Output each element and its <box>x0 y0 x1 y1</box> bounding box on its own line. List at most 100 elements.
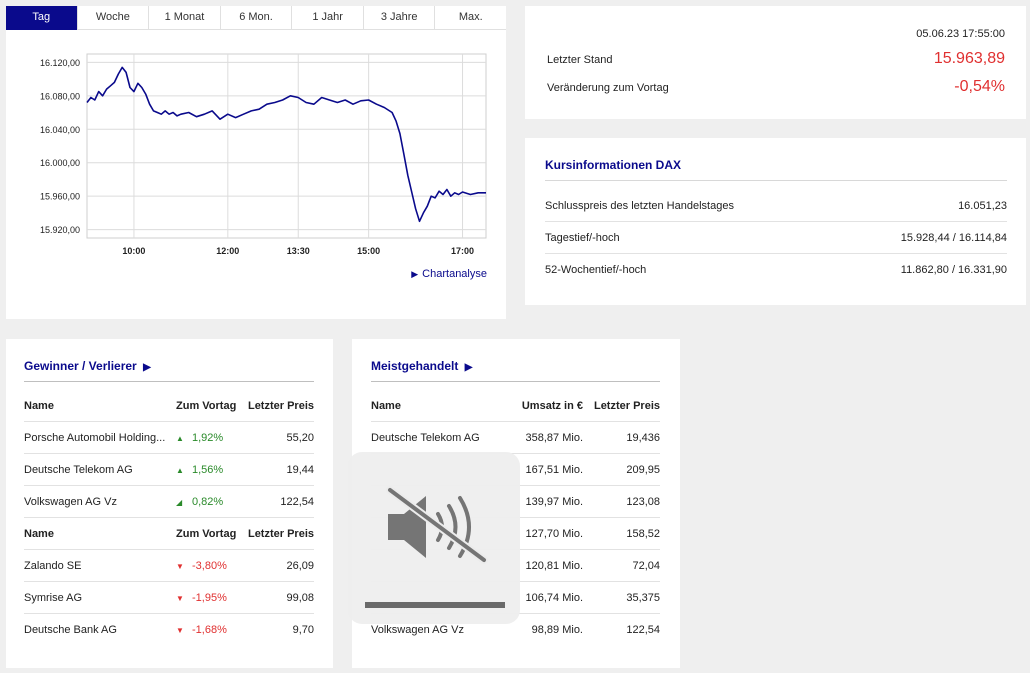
volume-muted-hud <box>348 452 520 624</box>
change-cell: ▲ 1,56% <box>176 464 246 476</box>
change-cell: ◢ 0,82% <box>176 496 246 508</box>
tab-day[interactable]: Tag <box>6 6 78 30</box>
price-value: 35,375 <box>626 591 660 604</box>
info-row-52w-range: 52-Wochentief/-hoch 11.862,80 / 16.331,9… <box>545 254 1007 286</box>
triangle-down-icon: ▼ <box>176 593 184 603</box>
volume-value: 98,89 Mio. <box>531 624 583 636</box>
price-value: 72,04 <box>632 559 660 572</box>
play-triangle-icon: ▶ <box>464 362 473 373</box>
play-triangle-icon: ▶ <box>143 362 151 373</box>
info-value: 11.862,80 / 16.331,90 <box>900 264 1007 276</box>
table-row[interactable]: Deutsche Telekom AG ▲ 1,56% 19,44 <box>24 454 314 486</box>
table-row[interactable]: Deutsche Bank AG ▼ -1,68% 9,70 <box>24 614 314 646</box>
price-value: 158,52 <box>626 527 660 540</box>
arrow-down-right-icon: ◢ <box>176 497 183 507</box>
price-line <box>86 66 486 223</box>
tab-3-years[interactable]: 3 Jahre <box>364 6 436 30</box>
tab-1-year[interactable]: 1 Jahr <box>292 6 364 30</box>
price-value: 209,95 <box>626 463 660 476</box>
change-value: 0,82% <box>192 495 224 508</box>
volume-level-bar <box>365 602 505 608</box>
stock-name[interactable]: Volkswagen AG Vz <box>371 624 464 636</box>
price-value: 9,70 <box>292 624 314 636</box>
y-tick-label: 15.920,00 <box>40 225 80 235</box>
x-tick-label: 12:00 <box>216 246 239 256</box>
col-price: Letzter Preis <box>593 399 660 412</box>
col-name: Name <box>371 399 401 412</box>
change-row: Veränderung zum Vortag -0,54% <box>547 78 1005 96</box>
quote-datetime: 05.06.23 17:55:00 <box>916 28 1005 40</box>
table-row[interactable]: Volkswagen AG Vz ◢ 0,82% 122,54 <box>24 486 314 518</box>
price-value: 19,436 <box>626 431 660 444</box>
stock-name[interactable]: Deutsche Telekom AG <box>371 431 480 444</box>
chart-panel: Tag Woche 1 Monat 6 Mon. 1 Jahr 3 Jahre … <box>6 6 506 319</box>
volume-value: 139,97 Mio. <box>525 495 583 508</box>
table-header: Name Zum Vortag Letzter Preis <box>24 390 314 422</box>
table-header: Name Zum Vortag Letzter Preis <box>24 518 314 550</box>
speaker-muted-icon <box>386 486 488 564</box>
x-tick-label: 17:00 <box>451 246 474 256</box>
most-traded-table: Name Umsatz in € Letzter Preis Deutsche … <box>371 390 660 662</box>
price-chart[interactable]: 16.120,00 16.080,00 16.040,00 16.000,00 15.9… <box>6 30 506 260</box>
table-row[interactable]: Porsche Automobil Holding... ▲ 1,92% 55,2… <box>24 422 314 454</box>
chartanalyse-link[interactable]: ▶ Chartanalyse <box>411 268 487 280</box>
winners-table: Name Zum Vortag Letzter Preis Porsche Au… <box>24 390 314 662</box>
most-traded-title-link[interactable]: Meistgehandelt ▶ <box>371 359 472 373</box>
y-tick-label: 16.120,00 <box>40 58 80 68</box>
table-row[interactable]: Zalando SE ▼ -3,80% 26,09 <box>24 550 314 582</box>
stock-name[interactable]: Volkswagen AG Vz <box>24 495 117 508</box>
price-value: 123,08 <box>626 495 660 508</box>
divider <box>371 381 660 382</box>
volume-value: 167,51 Mio. <box>525 463 583 476</box>
stock-name[interactable]: Symrise AG <box>24 591 83 604</box>
tab-max[interactable]: Max. <box>458 11 483 23</box>
change-value: -0,54% <box>954 78 1005 95</box>
last-price-row: Letzter Stand 15.963,89 <box>547 50 1005 68</box>
stock-name[interactable]: Deutsche Telekom AG <box>24 463 133 476</box>
info-label: Tagestief/-hoch <box>545 231 620 244</box>
change-value: 1,56% <box>192 463 224 476</box>
price-value: 99,08 <box>286 591 314 604</box>
change-label: Veränderung zum Vortag <box>547 82 669 94</box>
triangle-down-icon: ▼ <box>176 561 184 571</box>
info-label: 52-Wochentief/-hoch <box>545 264 647 276</box>
table-row[interactable]: Symrise AG ▼ -1,95% 99,08 <box>24 582 314 614</box>
info-row-close: Schlusspreis des letzten Handelstages 16… <box>545 190 1007 222</box>
timeframe-tabs: Tag Woche 1 Monat 6 Mon. 1 Jahr 3 Jahre … <box>6 6 506 30</box>
stock-name[interactable]: Deutsche Bank AG <box>24 624 117 636</box>
price-value: 122,54 <box>626 624 660 636</box>
volume-value: 127,70 Mio. <box>525 527 583 540</box>
triangle-up-icon: ▲ <box>176 465 184 475</box>
divider <box>545 180 1007 181</box>
info-label: Schlusspreis des letzten Handelstages <box>545 199 734 212</box>
volume-value: 358,87 Mio. <box>525 431 583 444</box>
last-price-label: Letzter Stand <box>547 54 613 66</box>
stock-name[interactable]: Porsche Automobil Holding... <box>24 431 166 444</box>
chart-frame <box>86 53 487 239</box>
change-cell: ▲ 1,92% <box>176 432 246 444</box>
tab-6-months[interactable]: 6 Mon. <box>221 6 293 30</box>
table-row[interactable]: Volkswagen AG Vz 98,89 Mio. 122,54 <box>371 614 660 646</box>
x-tick-label: 10:00 <box>122 246 145 256</box>
stock-name[interactable]: Zalando SE <box>24 559 82 572</box>
chartanalyse-label: Chartanalyse <box>422 268 487 280</box>
x-tick-label: 13:30 <box>287 246 310 256</box>
tab-1-month[interactable]: 1 Monat <box>149 6 221 30</box>
triangle-up-icon: ▲ <box>176 433 184 443</box>
change-value: -3,80% <box>192 559 227 572</box>
y-tick-label: 16.040,00 <box>40 125 80 135</box>
change-value: -1,95% <box>192 591 227 604</box>
volume-value: 120,81 Mio. <box>525 559 583 572</box>
winners-title-link[interactable]: Gewinner / Verlierer ▶ <box>24 359 151 373</box>
y-tick-label: 15.960,00 <box>40 192 80 202</box>
change-cell: ▼ -3,80% <box>176 560 246 572</box>
col-volume: Umsatz in € <box>521 399 583 412</box>
winners-losers-panel: Gewinner / Verlierer ▶ Name Zum Vortag L… <box>6 339 333 668</box>
winners-title: Gewinner / Verlierer <box>24 359 137 373</box>
price-value: 122,54 <box>280 495 314 508</box>
tab-week[interactable]: Woche <box>78 6 150 30</box>
volume-value: 106,74 Mio. <box>525 591 583 604</box>
play-triangle-icon: ▶ <box>411 269 419 279</box>
quote-panel: 05.06.23 17:55:00 Letzter Stand 15.963,8… <box>525 6 1026 119</box>
table-row[interactable]: Deutsche Telekom AG 358,87 Mio. 19,436 <box>371 422 660 454</box>
